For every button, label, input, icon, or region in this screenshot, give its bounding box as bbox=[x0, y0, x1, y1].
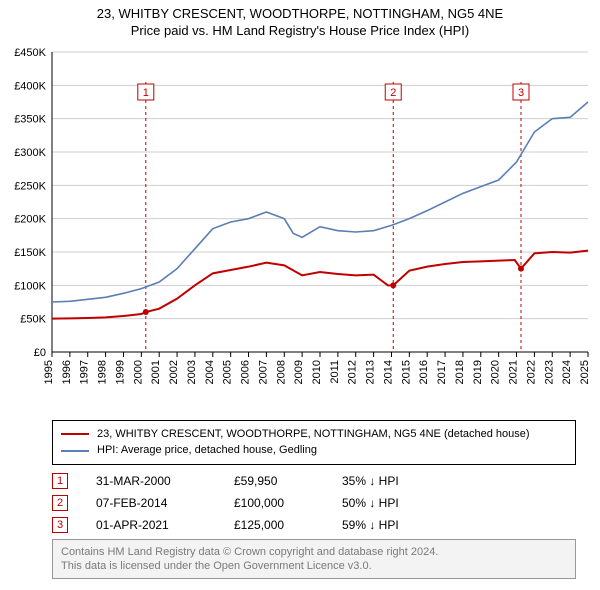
marker-badge: 3 bbox=[52, 517, 68, 533]
marker-date: 31-MAR-2000 bbox=[96, 474, 206, 488]
x-tick-label: 2011 bbox=[329, 360, 341, 384]
y-tick-label: £50K bbox=[20, 313, 46, 325]
x-tick-label: 2021 bbox=[508, 360, 520, 384]
marker-row: 2 07-FEB-2014 £100,000 50% ↓ HPI bbox=[52, 495, 576, 511]
x-tick-label: 2024 bbox=[561, 360, 573, 384]
x-tick-label: 2008 bbox=[275, 360, 287, 384]
x-tick-label: 2010 bbox=[311, 360, 323, 384]
chart-title-line1: 23, WHITBY CRESCENT, WOODTHORPE, NOTTING… bbox=[8, 6, 592, 23]
x-tick-label: 1996 bbox=[61, 360, 73, 384]
y-tick-label: £0 bbox=[34, 347, 46, 359]
x-tick-label: 2007 bbox=[257, 360, 269, 384]
y-tick-label: £200K bbox=[14, 213, 46, 225]
x-tick-label: 2003 bbox=[186, 360, 198, 384]
x-tick-label: 2014 bbox=[382, 360, 394, 384]
y-tick-label: £300K bbox=[14, 147, 46, 159]
x-tick-label: 2001 bbox=[150, 360, 162, 384]
chart-container: { "title": { "line1": "23, WHITBY CRESCE… bbox=[0, 0, 600, 579]
legend-label: HPI: Average price, detached house, Gedl… bbox=[97, 442, 317, 459]
x-tick-label: 2016 bbox=[418, 360, 430, 384]
chart-title-line2: Price paid vs. HM Land Registry's House … bbox=[8, 23, 592, 40]
legend-label: 23, WHITBY CRESCENT, WOODTHORPE, NOTTING… bbox=[97, 426, 530, 443]
y-tick-label: £100K bbox=[14, 280, 46, 292]
y-tick-label: £450K bbox=[14, 47, 46, 59]
x-tick-label: 2005 bbox=[222, 360, 234, 384]
x-tick-label: 2004 bbox=[204, 360, 216, 384]
marker-date: 07-FEB-2014 bbox=[96, 496, 206, 510]
marker-row: 1 31-MAR-2000 £59,950 35% ↓ HPI bbox=[52, 473, 576, 489]
marker-pct: 59% ↓ HPI bbox=[342, 518, 399, 532]
marker-callout: 2 bbox=[390, 87, 396, 99]
x-tick-label: 2019 bbox=[472, 360, 484, 384]
sale-point-marker bbox=[518, 265, 524, 271]
y-tick-label: £350K bbox=[14, 113, 46, 125]
x-tick-label: 2006 bbox=[240, 360, 252, 384]
chart-title-block: 23, WHITBY CRESCENT, WOODTHORPE, NOTTING… bbox=[0, 0, 600, 44]
marker-badge: 2 bbox=[52, 495, 68, 511]
x-tick-label: 2013 bbox=[365, 360, 377, 384]
marker-price: £59,950 bbox=[234, 474, 314, 488]
legend-swatch bbox=[61, 433, 89, 435]
y-tick-label: £400K bbox=[14, 80, 46, 92]
x-tick-label: 2025 bbox=[579, 360, 591, 384]
chart-plot-area: £0 £50K £100K £150K £200K £250K £300K £350K £400… bbox=[0, 44, 600, 414]
legend-item-property: 23, WHITBY CRESCENT, WOODTHORPE, NOTTING… bbox=[61, 426, 567, 443]
x-tick-label: 1995 bbox=[43, 360, 55, 384]
marker-price: £100,000 bbox=[234, 496, 314, 510]
marker-row: 3 01-APR-2021 £125,000 59% ↓ HPI bbox=[52, 517, 576, 533]
x-tick-label: 2009 bbox=[293, 360, 305, 384]
markers-table: 1 31-MAR-2000 £59,950 35% ↓ HPI 2 07-FEB-2014… bbox=[52, 473, 576, 533]
x-tick-label: 2018 bbox=[454, 360, 466, 384]
y-tick-label: £150K bbox=[14, 247, 46, 259]
x-tick-label: 2015 bbox=[400, 360, 412, 384]
sale-point-marker bbox=[143, 309, 149, 315]
y-tick-label: £250K bbox=[14, 180, 46, 192]
marker-pct: 50% ↓ HPI bbox=[342, 496, 399, 510]
chart-svg: £0 £50K £100K £150K £200K £250K £300K £350K £400… bbox=[0, 44, 600, 414]
footer-licence: Contains HM Land Registry data © Crown c… bbox=[52, 539, 576, 580]
x-tick-label: 1998 bbox=[97, 360, 109, 384]
x-tick-label: 2000 bbox=[132, 360, 144, 384]
legend-item-hpi: HPI: Average price, detached house, Gedl… bbox=[61, 442, 567, 459]
x-tick-label: 2023 bbox=[543, 360, 555, 384]
x-tick-label: 2012 bbox=[347, 360, 359, 384]
legend-swatch bbox=[61, 450, 89, 452]
x-tick-label: 1997 bbox=[79, 360, 91, 384]
marker-badge: 1 bbox=[52, 473, 68, 489]
marker-callout: 1 bbox=[143, 87, 149, 99]
marker-callout: 3 bbox=[518, 87, 524, 99]
marker-date: 01-APR-2021 bbox=[96, 518, 206, 532]
x-tick-label: 2002 bbox=[168, 360, 180, 384]
x-tick-label: 2020 bbox=[490, 360, 502, 384]
x-tick-label: 2022 bbox=[525, 360, 537, 384]
legend-box: 23, WHITBY CRESCENT, WOODTHORPE, NOTTING… bbox=[52, 420, 576, 465]
x-tick-label: 1999 bbox=[114, 360, 126, 384]
marker-pct: 35% ↓ HPI bbox=[342, 474, 399, 488]
x-tick-label: 2017 bbox=[436, 360, 448, 384]
sale-point-marker bbox=[390, 282, 396, 288]
footer-line2: This data is licensed under the Open Gov… bbox=[61, 559, 567, 573]
marker-price: £125,000 bbox=[234, 518, 314, 532]
footer-line1: Contains HM Land Registry data © Crown c… bbox=[61, 545, 567, 559]
